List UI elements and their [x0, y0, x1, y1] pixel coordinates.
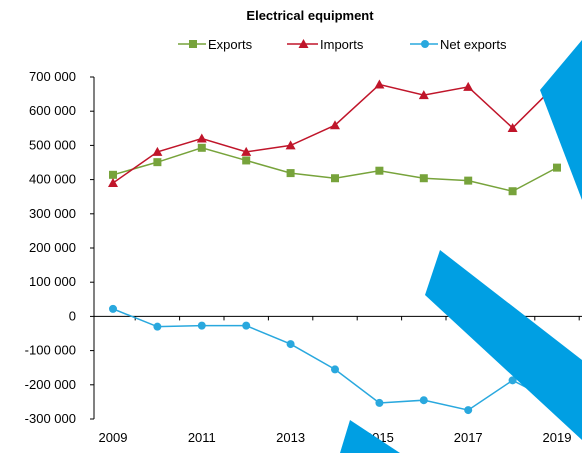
y-tick-label: 700 000 [29, 69, 76, 84]
y-tick-label: 400 000 [29, 172, 76, 187]
data-point-exports [242, 156, 251, 165]
data-point-exports [109, 170, 117, 179]
data-point-imports [196, 133, 207, 143]
data-point-net-exports [197, 321, 206, 330]
data-point-exports [286, 169, 295, 178]
chart-title: Electrical equipment [246, 8, 374, 23]
data-point-net-exports [242, 321, 251, 330]
x-tick-label: 2013 [276, 430, 305, 445]
data-point-exports [375, 166, 384, 175]
data-point-exports [464, 176, 473, 185]
data-point-imports [374, 79, 385, 89]
data-point-imports [285, 140, 296, 150]
legend-swatch-marker [298, 39, 309, 48]
data-point-net-exports [508, 376, 517, 385]
data-point-net-exports [286, 340, 295, 349]
data-point-net-exports [109, 304, 117, 313]
data-point-exports [153, 158, 162, 167]
data-point-imports [152, 146, 163, 156]
data-point-imports [463, 81, 474, 91]
data-point-net-exports [464, 406, 473, 415]
data-point-net-exports [419, 396, 428, 405]
data-point-exports [553, 163, 561, 172]
data-point-exports [419, 174, 428, 183]
series-layer [108, 78, 562, 415]
data-point-imports [418, 90, 429, 100]
y-tick-label: 100 000 [29, 274, 76, 289]
x-tick-label: 2009 [99, 430, 128, 445]
data-point-imports [507, 122, 518, 132]
legend-swatch-marker [421, 40, 429, 48]
data-point-net-exports [331, 365, 339, 374]
y-tick-label: 500 000 [29, 137, 76, 152]
watermark-logo [340, 40, 582, 453]
legend: Exports Imports Net exports [178, 37, 507, 52]
data-point-imports [108, 178, 118, 188]
series-line-imports [112, 83, 558, 184]
data-point-imports [241, 146, 252, 156]
series-exports [109, 143, 561, 196]
x-tick-label: 2019 [543, 430, 572, 445]
legend-label: Imports [320, 37, 364, 52]
legend-item-net-exports: Net exports [410, 37, 507, 52]
x-tick-label: 2011 [188, 430, 216, 445]
legend-item-exports: Exports [178, 37, 253, 52]
data-point-net-exports [153, 322, 162, 331]
legend-item-imports: Imports [287, 37, 364, 52]
x-tick-label: 2017 [454, 430, 483, 445]
y-tick-label: 300 000 [29, 206, 76, 221]
y-axis: 700 000 600 000 500 000 400 000 300 000 200 0… [25, 69, 95, 426]
x-axis: 2009 2011 2013 2015 2017 2019 [94, 315, 582, 445]
series-line-exports [112, 147, 558, 193]
y-tick-label: 600 000 [29, 103, 76, 118]
data-point-exports [197, 143, 206, 152]
y-tick-label: -300 000 [25, 411, 76, 426]
y-tick-label: 200 000 [29, 240, 76, 255]
legend-swatch-marker [189, 40, 197, 48]
series-net-exports [109, 304, 561, 415]
legend-label: Net exports [440, 37, 507, 52]
data-point-exports [508, 187, 517, 196]
data-point-imports [330, 120, 340, 130]
y-tick-label: -100 000 [25, 343, 76, 358]
y-tick-label: 0 [69, 308, 76, 323]
legend-label: Exports [208, 37, 253, 52]
data-point-net-exports [375, 398, 384, 407]
data-point-exports [331, 174, 339, 183]
series-imports [108, 78, 562, 188]
y-tick-label: -200 000 [25, 377, 76, 392]
